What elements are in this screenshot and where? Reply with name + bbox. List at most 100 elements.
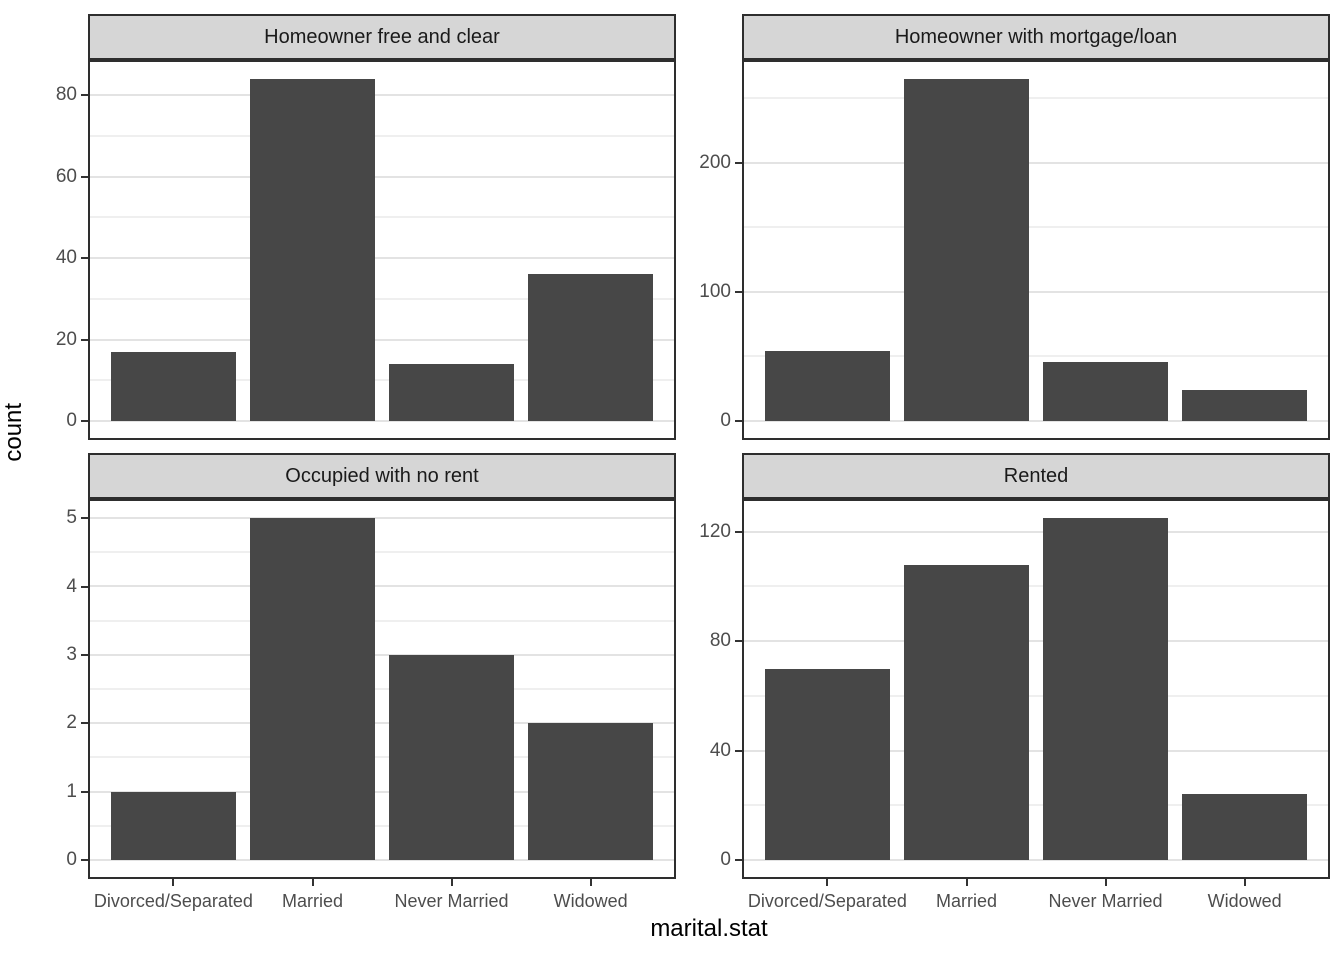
y-tick-label: 0 xyxy=(720,848,731,870)
y-tick-mark xyxy=(81,419,88,422)
y-tick-label: 40 xyxy=(709,739,731,761)
y-tick-label: 3 xyxy=(66,643,77,665)
bar-married xyxy=(903,564,1030,860)
gridline-minor xyxy=(744,585,1328,588)
bar-never-married xyxy=(388,363,515,421)
y-tick-label: 60 xyxy=(55,165,77,187)
y-tick-mark xyxy=(735,749,742,752)
gridline-major xyxy=(90,585,674,588)
bar-widowed xyxy=(1182,390,1308,421)
gridline-minor xyxy=(744,355,1328,358)
y-tick-mark xyxy=(735,419,742,422)
y-tick-mark xyxy=(735,161,742,164)
y-tick-label: 80 xyxy=(709,630,731,652)
gridline-major xyxy=(90,722,674,725)
y-tick-mark xyxy=(735,640,742,643)
y-tick-label: 200 xyxy=(699,151,731,173)
gridline-major xyxy=(90,175,674,178)
x-tick-mark xyxy=(311,879,314,886)
bar-never-married xyxy=(388,654,515,860)
x-axis-title: marital.stat xyxy=(650,915,768,942)
bar-widowed xyxy=(528,723,654,860)
y-tick-label: 1 xyxy=(66,780,77,802)
bar-never-married xyxy=(1042,361,1169,421)
x-tick-mark xyxy=(1104,879,1107,886)
gridline-major xyxy=(90,94,674,97)
bar-married xyxy=(249,518,376,860)
y-tick-mark xyxy=(735,858,742,861)
facet-panel-occupied-with-no-rent xyxy=(88,499,676,879)
bar-widowed xyxy=(528,274,654,421)
gridline-major xyxy=(744,749,1328,752)
facet-panel-rented xyxy=(742,499,1330,879)
y-tick-mark xyxy=(735,530,742,533)
gridline-minor xyxy=(90,619,674,622)
facet-panel-homeowner-free-and-clear xyxy=(88,60,676,440)
x-tick-label-married: Married xyxy=(281,891,343,911)
x-tick-label-widowed: Widowed xyxy=(1207,891,1282,911)
gridline-major xyxy=(744,419,1328,422)
y-tick-label: 0 xyxy=(66,409,77,431)
y-tick-mark xyxy=(81,94,88,97)
gridline-minor xyxy=(90,135,674,138)
x-tick-label-never-married: Never Married xyxy=(1048,891,1163,911)
facet-strip-homeowner-with-mortgage-loan: Homeowner with mortgage/loan xyxy=(742,14,1330,60)
y-tick-label: 5 xyxy=(66,507,77,529)
gridline-major xyxy=(744,640,1328,643)
gridline-major xyxy=(90,257,674,260)
y-tick-label: 0 xyxy=(720,409,731,431)
gridline-major xyxy=(90,517,674,520)
y-tick-mark xyxy=(81,722,88,725)
gridline-minor xyxy=(90,756,674,759)
bar-widowed xyxy=(1182,794,1308,860)
y-tick-mark xyxy=(81,585,88,588)
gridline-minor xyxy=(90,379,674,382)
x-tick-label-never-married: Never Married xyxy=(394,891,509,911)
gridline-major xyxy=(90,790,674,793)
bar-married xyxy=(903,79,1030,421)
bar-never-married xyxy=(1042,518,1169,860)
gridline-major xyxy=(744,858,1328,861)
gridline-major xyxy=(90,419,674,422)
bar-divorced-separated xyxy=(764,351,890,421)
y-tick-label: 20 xyxy=(55,328,77,350)
x-tick-mark xyxy=(589,879,592,886)
gridline-major xyxy=(90,653,674,656)
gridline-minor xyxy=(744,804,1328,807)
y-tick-label: 0 xyxy=(66,848,77,870)
gridline-major xyxy=(744,530,1328,533)
y-tick-label: 100 xyxy=(699,280,731,302)
gridline-minor xyxy=(744,226,1328,229)
facet-strip-label: Occupied with no rent xyxy=(285,465,479,487)
y-tick-label: 4 xyxy=(66,575,77,597)
bar-married xyxy=(249,79,376,421)
gridline-minor xyxy=(90,297,674,300)
facet-strip-rented: Rented xyxy=(742,453,1330,499)
gridline-major xyxy=(90,338,674,341)
facet-strip-label: Homeowner with mortgage/loan xyxy=(894,26,1178,48)
y-tick-label: 120 xyxy=(699,520,731,542)
gridline-minor xyxy=(744,694,1328,697)
gridline-major xyxy=(744,290,1328,293)
x-tick-mark xyxy=(172,879,175,886)
gridline-major xyxy=(744,161,1328,164)
y-tick-mark xyxy=(81,257,88,260)
y-tick-mark xyxy=(81,653,88,656)
y-tick-mark xyxy=(81,517,88,520)
x-tick-mark xyxy=(1243,879,1246,886)
gridline-major xyxy=(90,858,674,861)
y-tick-label: 2 xyxy=(66,712,77,734)
gridline-minor xyxy=(90,688,674,690)
gridline-minor xyxy=(90,824,674,827)
y-tick-label: 40 xyxy=(55,247,77,269)
x-tick-mark xyxy=(965,879,968,886)
x-tick-mark xyxy=(826,879,829,886)
facet-strip-homeowner-free-and-clear: Homeowner free and clear xyxy=(88,14,676,60)
y-tick-mark xyxy=(81,175,88,178)
facet-strip-label: Homeowner free and clear xyxy=(264,26,500,48)
x-tick-label-widowed: Widowed xyxy=(553,891,628,911)
gridline-minor xyxy=(90,551,674,554)
gridline-minor xyxy=(90,216,674,219)
y-tick-label: 80 xyxy=(55,84,77,106)
